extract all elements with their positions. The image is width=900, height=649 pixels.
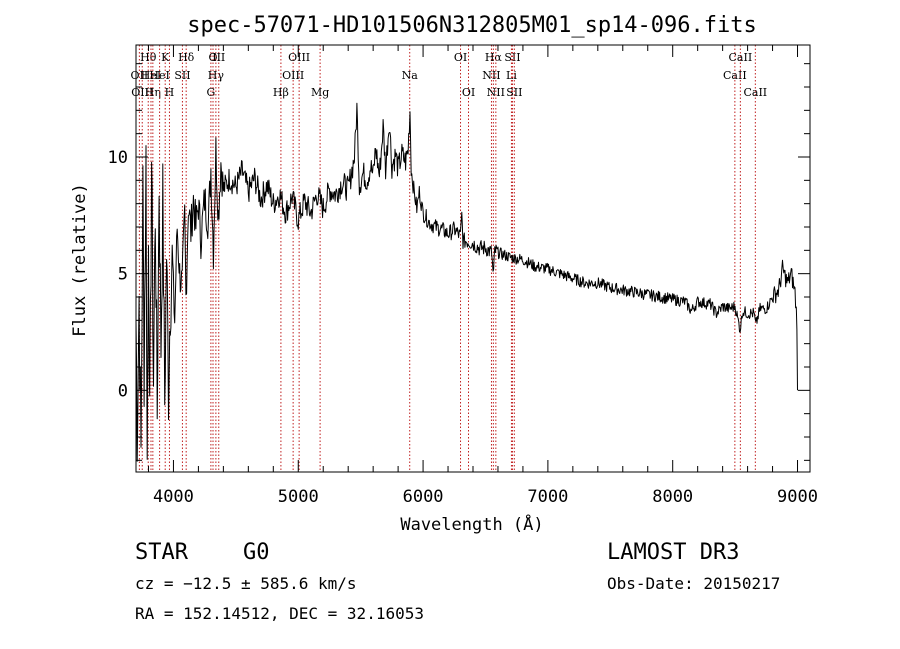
redshift-velocity: cz = −12.5 ± 585.6 km/s xyxy=(135,574,357,593)
line-marker-label: OII xyxy=(131,69,149,82)
line-marker-label: NII xyxy=(487,86,505,99)
plot-frame xyxy=(135,44,811,473)
y-tick-label: 5 xyxy=(118,265,128,285)
x-tick-label: 5000 xyxy=(278,487,319,507)
coordinates: RA = 152.14512, DEC = 32.16053 xyxy=(135,604,424,623)
line-marker-label: K xyxy=(161,51,170,64)
line-marker-label: SII xyxy=(174,69,190,82)
line-marker-label: OIII xyxy=(131,86,153,99)
y-axis-label: Flux (relative) xyxy=(70,183,90,337)
y-tick-label: 0 xyxy=(118,381,128,401)
x-tick-label: 8000 xyxy=(652,487,693,507)
line-marker-label: CaII xyxy=(729,51,753,64)
line-markers: OIIOIIIHθHeIHηHeIKHSIIHδGOHγIIIHβOIIIOII… xyxy=(131,45,767,472)
x-tick-label: 9000 xyxy=(777,487,818,507)
line-marker-label: OI xyxy=(454,51,467,64)
y-tick-label: 10 xyxy=(108,148,128,168)
line-marker-label: G xyxy=(206,86,215,99)
line-marker-label: HeI xyxy=(141,69,161,82)
chart-title: spec-57071-HD101506N312805M01_sp14-096.f… xyxy=(187,13,757,38)
line-marker-label: CaII xyxy=(743,86,767,99)
line-marker-label: Hα xyxy=(485,51,503,64)
line-marker-label: HeI xyxy=(149,69,169,82)
line-marker-label: CaII xyxy=(723,69,747,82)
line-marker-label: H xyxy=(165,86,175,99)
object-class: STAR xyxy=(135,540,188,565)
line-marker-label: Li xyxy=(506,69,517,82)
spectrum-line xyxy=(135,102,798,462)
line-marker-label: Hη xyxy=(145,86,161,99)
observation-date: Obs-Date: 20150217 xyxy=(607,574,781,593)
line-marker-label: OIII xyxy=(288,51,310,64)
x-axis: 4000 5000 6000 7000 8000 9000 xyxy=(147,45,818,507)
line-marker-label: O xyxy=(208,51,217,64)
line-marker-label: Mg xyxy=(311,86,329,99)
survey-name: LAMOST DR3 xyxy=(607,540,740,565)
line-marker-label: Hθ xyxy=(140,51,157,64)
line-marker-label: OIII xyxy=(282,69,304,82)
line-marker-label: Hγ xyxy=(208,69,225,82)
subclass: G0 xyxy=(243,540,270,565)
line-marker-label: III xyxy=(212,51,225,64)
line-marker-label: Hβ xyxy=(273,86,289,99)
line-marker-label: OI xyxy=(462,86,475,99)
x-tick-label: 7000 xyxy=(527,487,568,507)
y-axis: 0 5 10 xyxy=(108,63,810,461)
line-marker-label: Na xyxy=(402,69,419,82)
line-marker-label: SII xyxy=(504,51,520,64)
line-marker-label: NII xyxy=(482,69,500,82)
line-marker-label: SII xyxy=(506,86,522,99)
x-axis-label: Wavelength (Å) xyxy=(400,513,543,535)
x-tick-label: 4000 xyxy=(153,487,194,507)
line-marker-label: Hδ xyxy=(178,51,195,64)
x-tick-label: 6000 xyxy=(403,487,444,507)
